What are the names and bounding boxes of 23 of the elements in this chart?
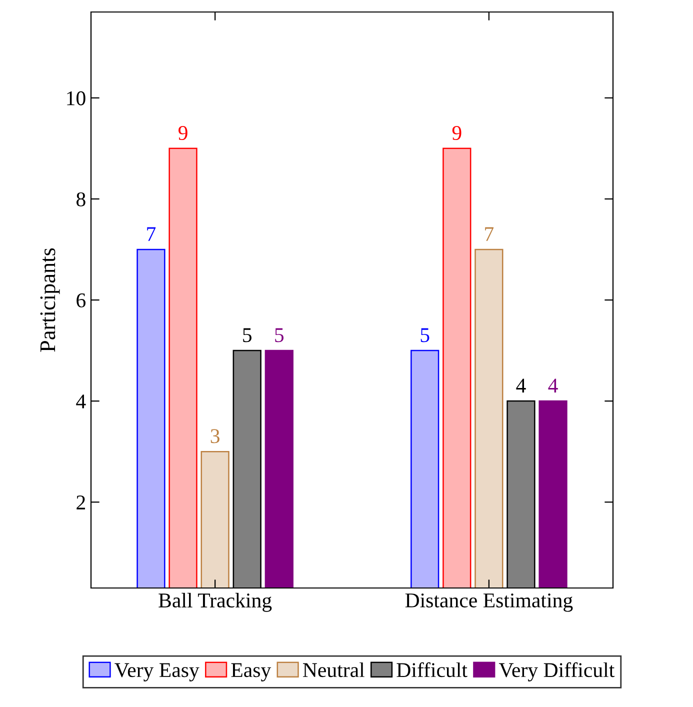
data-label: 4 bbox=[516, 378, 526, 392]
y-tick-label: 2 bbox=[76, 496, 85, 510]
data-label: 4 bbox=[548, 378, 558, 392]
y-tick-label: 8 bbox=[76, 192, 86, 206]
legend-label: Very Difficult bbox=[498, 662, 615, 682]
y-tick-label: 6 bbox=[76, 293, 86, 308]
data-label: 5 bbox=[243, 328, 252, 342]
y-axis-title: Participants bbox=[40, 248, 60, 352]
legend-label: Neutral bbox=[302, 662, 364, 678]
legend-label: Difficult bbox=[396, 662, 468, 678]
data-label: 9 bbox=[452, 126, 462, 140]
x-tick-label: Ball Tracking bbox=[158, 592, 272, 612]
y-tick-label: 10 bbox=[67, 91, 86, 106]
data-label: 7 bbox=[485, 227, 494, 241]
data-label: 9 bbox=[178, 126, 188, 140]
data-label: 7 bbox=[147, 227, 156, 241]
legend-label: Very Easy bbox=[114, 663, 200, 682]
y-tick-label: 4 bbox=[76, 394, 86, 408]
data-label: 3 bbox=[210, 429, 220, 444]
data-label: 5 bbox=[420, 328, 430, 342]
legend-label: Easy bbox=[231, 663, 272, 682]
x-tick-label: Distance Estimating bbox=[405, 593, 573, 612]
data-label: 5 bbox=[275, 328, 284, 342]
